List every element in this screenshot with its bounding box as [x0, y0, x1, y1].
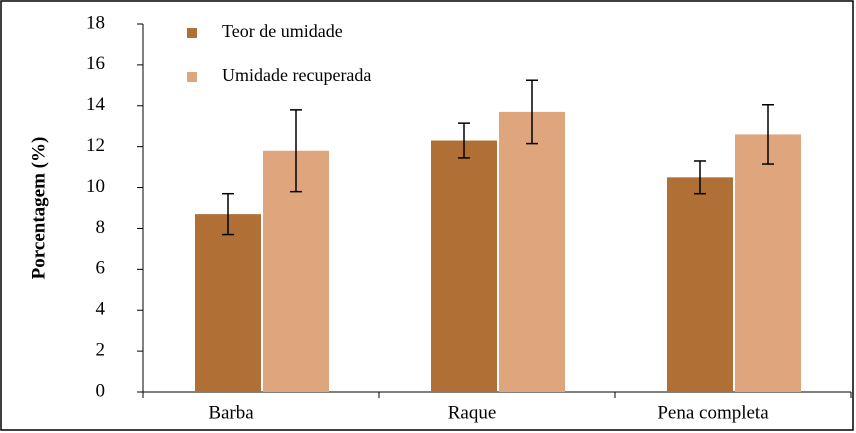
y-tick-label: 0 [96, 380, 106, 401]
error-bar [694, 160, 706, 195]
y-tick-label: 6 [96, 258, 106, 279]
error-bar [526, 79, 538, 145]
y-tick-label: 10 [86, 176, 105, 197]
y-tick-label: 16 [86, 53, 105, 74]
y-tick-label: 4 [96, 299, 106, 320]
y-axis-label: Porcentagem (%) [28, 137, 49, 280]
bar [195, 214, 261, 392]
x-tick-label: Raque [448, 402, 497, 423]
legend-label: Umidade recuperada [222, 65, 371, 85]
y-tick-label: 8 [96, 217, 106, 238]
y-tick-label: 12 [86, 135, 105, 156]
bar [431, 140, 497, 392]
y-tick-label: 2 [96, 339, 106, 360]
bar [735, 134, 801, 392]
legend-label: Teor de umidade [222, 21, 343, 41]
legend-swatch [187, 72, 197, 82]
y-tick-label: 18 [86, 12, 105, 33]
error-bar [458, 122, 470, 159]
error-bar [222, 192, 234, 236]
legend-swatch [187, 28, 197, 38]
bar [667, 177, 733, 392]
bar [499, 111, 565, 393]
x-tick-label: Barba [208, 402, 254, 423]
x-tick-label: Pena completa [657, 402, 769, 423]
error-bar [290, 109, 302, 193]
y-tick-label: 14 [86, 94, 106, 115]
error-bar [762, 104, 774, 165]
